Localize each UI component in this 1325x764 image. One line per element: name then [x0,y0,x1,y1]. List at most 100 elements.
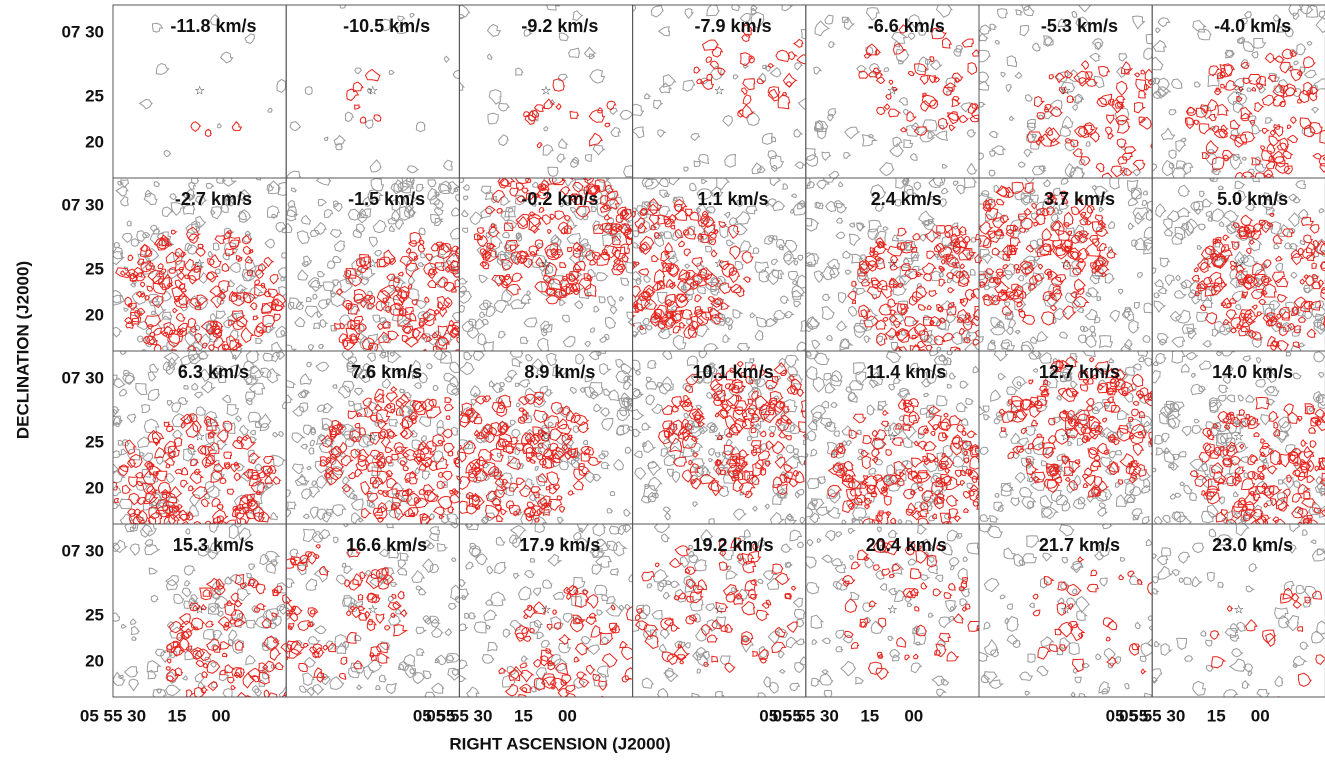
gray-contour [950,373,956,379]
red-contour [1231,120,1240,129]
red-contour [1261,146,1265,150]
gray-contour [1156,448,1165,455]
red-contour [844,461,853,470]
red-contour [164,422,169,426]
red-contour [466,310,474,317]
red-contour [1032,204,1037,209]
gray-contour [172,403,181,413]
red-contour [948,288,954,293]
gray-contour [301,444,307,449]
gray-contour [1144,48,1153,60]
red-contour [1139,412,1144,418]
gray-contour [910,154,917,161]
gray-contour [1164,219,1173,229]
red-contour [1284,404,1294,415]
gray-contour [1115,451,1121,456]
panel: ☆ [140,15,286,157]
gray-contour [390,353,394,357]
gray-contour [1074,475,1080,485]
gray-contour [162,207,172,217]
gray-contour [661,449,669,457]
gray-contour [305,306,318,317]
red-contour [425,297,429,302]
red-contour [1298,317,1305,322]
red-contour [911,345,922,360]
gray-contour [1316,18,1325,33]
red-contour [556,104,561,110]
gray-contour [1305,70,1317,78]
red-contour [931,431,935,435]
gray-contour [317,405,325,411]
gray-contour [646,395,655,405]
gray-contour [1163,515,1171,522]
red-contour [462,343,475,354]
gray-contour [601,408,610,417]
gray-contour [1144,227,1156,238]
gray-contour [349,401,354,406]
red-contour [472,344,477,348]
gray-contour [1153,40,1166,51]
red-contour [863,436,872,444]
velocity-label: -6.6 km/s [868,16,945,36]
gray-contour [427,364,433,369]
gray-contour [1149,57,1163,70]
gray-contour [812,340,820,349]
red-contour [550,429,562,441]
gray-contour [946,311,956,322]
gray-contour [489,90,501,104]
red-contour [706,57,712,63]
red-contour [374,115,381,121]
gray-contour [684,167,688,171]
gray-contour [121,197,129,206]
gray-contour [1061,179,1068,185]
red-contour [1264,278,1269,282]
gray-contour [292,433,304,443]
red-contour [394,278,400,282]
red-contour [1058,388,1066,395]
gray-contour [1176,310,1191,323]
red-contour [883,317,888,321]
gray-contour [890,144,903,157]
red-contour [1111,166,1124,177]
gray-contour [1206,211,1212,216]
gray-contour [433,385,438,390]
red-contour [1276,519,1287,531]
red-contour [580,165,590,179]
gray-contour [1172,337,1185,347]
gray-contour [995,41,999,45]
gray-contour [1133,16,1145,29]
gray-contour [580,388,584,393]
red-contour [171,230,176,234]
gray-contour [683,80,695,91]
velocity-label: -5.3 km/s [1041,16,1118,36]
red-contour [605,123,610,127]
gray-contour [795,63,802,70]
gray-contour [548,167,558,176]
red-contour [872,430,878,436]
red-contour [1267,466,1276,474]
red-contour [237,343,242,348]
gray-contour [1178,185,1189,196]
gray-contour [611,128,620,137]
gray-contour [1179,452,1186,457]
red-contour [1133,160,1145,170]
red-contour [190,472,203,484]
gray-contour [538,338,549,352]
gray-contour [277,80,286,93]
gray-contour [669,176,679,185]
gray-contour [839,293,847,303]
red-contour [387,405,392,409]
red-contour [243,436,248,440]
gray-contour [400,389,405,393]
gray-contour [1233,101,1243,113]
gray-contour [499,135,509,146]
red-contour [960,264,964,269]
gray-contour [991,390,1001,401]
red-contour [1241,113,1249,121]
gray-contour [370,160,381,172]
gray-contour [488,24,501,36]
star: ☆ [714,257,725,271]
gray-contour [1150,268,1156,274]
gray-contour [884,68,889,72]
gray-contour [312,481,316,486]
